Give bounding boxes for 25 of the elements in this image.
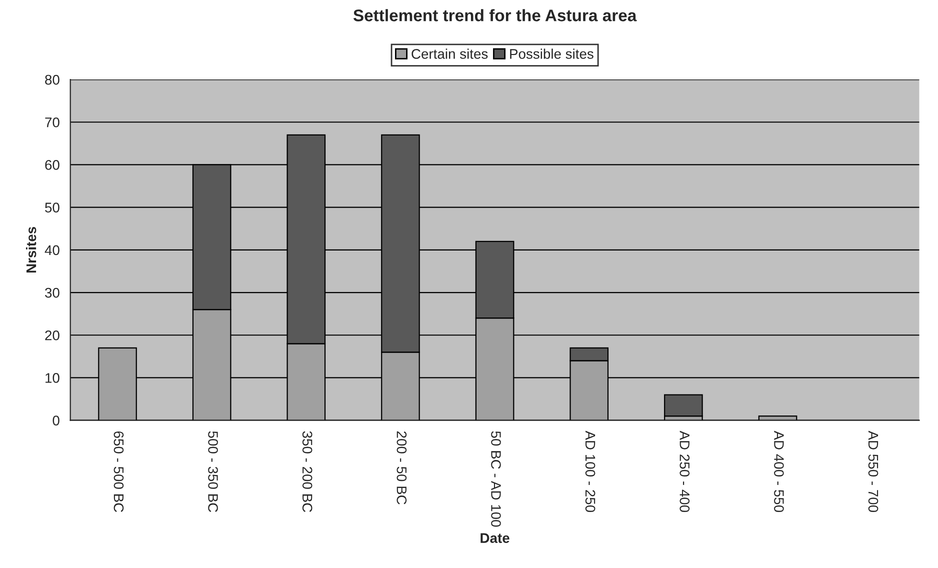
y-tick-label: 80 xyxy=(45,74,60,85)
y-tick-label: 40 xyxy=(44,245,60,256)
legend-label: Certain sites xyxy=(412,48,488,59)
x-tick-label: AD 550 - 700 xyxy=(868,430,878,512)
x-tick-label: 200 - 50 BC xyxy=(396,431,407,504)
x-tick-label: 350 - 200 BC xyxy=(302,431,312,512)
bar xyxy=(664,394,703,417)
y-tick-label: 50 xyxy=(45,202,60,212)
y-tick-label: 20 xyxy=(45,330,60,340)
x-tick-label: AD 100 - 250 xyxy=(585,430,596,512)
y-tick-label: 70 xyxy=(45,117,60,128)
x-tick-label: 650 - 500 BC xyxy=(114,431,124,512)
x-tick-label: AD 400 - 550 xyxy=(774,430,784,512)
y-tick-label: 30 xyxy=(45,288,60,298)
x-tick-label: 500 - 350 BC xyxy=(208,431,218,512)
bar xyxy=(758,416,798,420)
x-tick-label: 50 BC - AD 100 xyxy=(491,431,501,527)
legend-label: Possible sites xyxy=(510,48,594,59)
y-axis-title: Nrsites xyxy=(26,226,36,273)
chart-title: Settlement trend for the Astura area xyxy=(353,9,637,22)
y-tick-label: 60 xyxy=(45,160,60,170)
x-axis-title: Date xyxy=(480,533,510,543)
y-tick-label: 10 xyxy=(46,373,60,383)
y-tick-label: 0 xyxy=(52,416,60,426)
x-tick-label: AD 250 - 400 xyxy=(680,430,690,512)
